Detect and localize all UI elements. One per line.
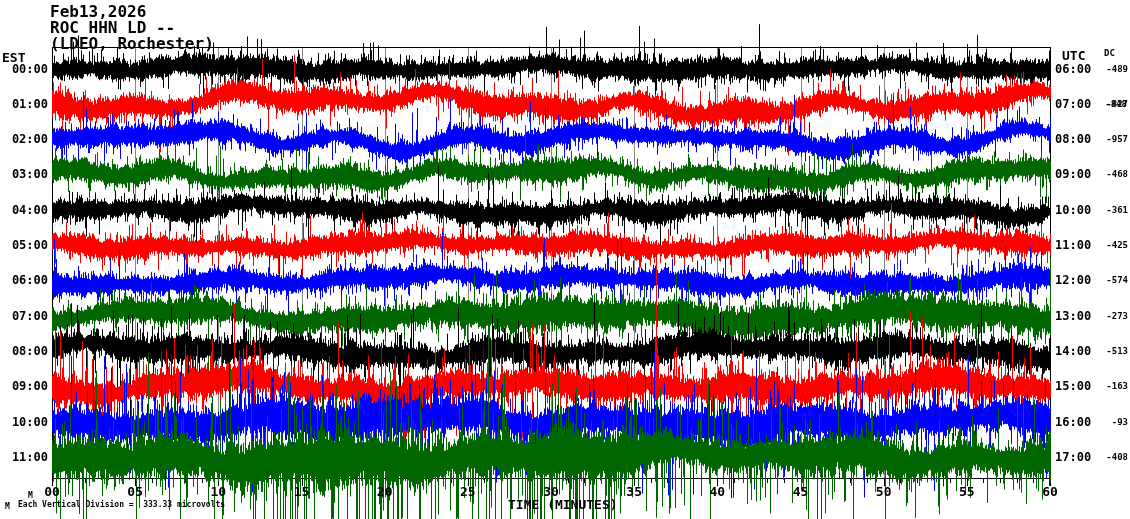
est-hour-label: 01:00 — [0, 97, 48, 111]
dc-value: -361 — [1098, 205, 1128, 215]
utc-hour-label: 14:00 — [1055, 344, 1091, 358]
seismogram-canvas — [0, 0, 1130, 519]
minute-tick-label: 40 — [710, 484, 726, 499]
utc-hour-label: 11:00 — [1055, 238, 1091, 252]
dc-value: -408 — [1098, 452, 1128, 462]
minute-tick-label: 25 — [460, 484, 476, 499]
est-hour-label: 11:00 — [0, 450, 48, 464]
minute-tick-label: 50 — [876, 484, 892, 499]
minute-tick-label: 00 — [44, 484, 60, 499]
dc-value: -489 — [1098, 64, 1128, 74]
minute-tick-label: 10 — [211, 484, 227, 499]
dc-value: -93 — [1098, 417, 1128, 427]
scale-note: Each Vertical Division = 333.33 microvol… — [18, 500, 225, 509]
minute-tick-label: 20 — [377, 484, 393, 499]
minute-tick-label: 35 — [626, 484, 642, 499]
utc-hour-label: 13:00 — [1055, 309, 1091, 323]
est-hour-label: 06:00 — [0, 273, 48, 287]
est-hour-label: 02:00 — [0, 132, 48, 146]
est-hour-label: 03:00 — [0, 167, 48, 181]
utc-hour-label: 07:00 — [1055, 97, 1091, 111]
title-network: (LDEO, Rochester) — [50, 36, 214, 52]
marker-up: M — [28, 491, 33, 500]
seismogram-page: Feb13,2026 ROC HHN LD -- (LDEO, Rocheste… — [0, 0, 1130, 519]
minute-tick-label: 60 — [1042, 484, 1058, 499]
dc-value: -468 — [1098, 169, 1128, 179]
utc-hour-label: 16:00 — [1055, 415, 1091, 429]
dc-value: -957 — [1098, 134, 1128, 144]
est-hour-label: 00:00 — [0, 62, 48, 76]
minute-tick-label: 15 — [294, 484, 310, 499]
dc-header: DC — [1104, 48, 1115, 58]
est-hour-label: 07:00 — [0, 309, 48, 323]
dc-value: -513 — [1098, 346, 1128, 356]
minute-tick-label: 55 — [959, 484, 975, 499]
est-hour-label: 04:00 — [0, 203, 48, 217]
minute-tick-label: 45 — [793, 484, 809, 499]
minute-tick-label: 30 — [543, 484, 559, 499]
utc-hour-label: 12:00 — [1055, 273, 1091, 287]
x-axis-title: TIME (MINUTES) — [508, 497, 618, 512]
dc-value: -574 — [1098, 275, 1128, 285]
dc-value: -163 — [1098, 381, 1128, 391]
est-hour-label: 05:00 — [0, 238, 48, 252]
utc-hour-label: 15:00 — [1055, 379, 1091, 393]
est-hour-label: 10:00 — [0, 415, 48, 429]
utc-hour-label: 06:00 — [1055, 62, 1091, 76]
dc-value: -273 — [1098, 311, 1128, 321]
utc-hour-label: 08:00 — [1055, 132, 1091, 146]
dc-value-overlap: -848 — [1097, 99, 1127, 109]
dc-value: -425 — [1098, 240, 1128, 250]
utc-hour-label: 10:00 — [1055, 203, 1091, 217]
est-hour-label: 09:00 — [0, 379, 48, 393]
utc-hour-label: 17:00 — [1055, 450, 1091, 464]
marker-left: M — [5, 502, 10, 511]
utc-hour-label: 09:00 — [1055, 167, 1091, 181]
est-hour-label: 08:00 — [0, 344, 48, 358]
minute-tick-label: 05 — [127, 484, 143, 499]
